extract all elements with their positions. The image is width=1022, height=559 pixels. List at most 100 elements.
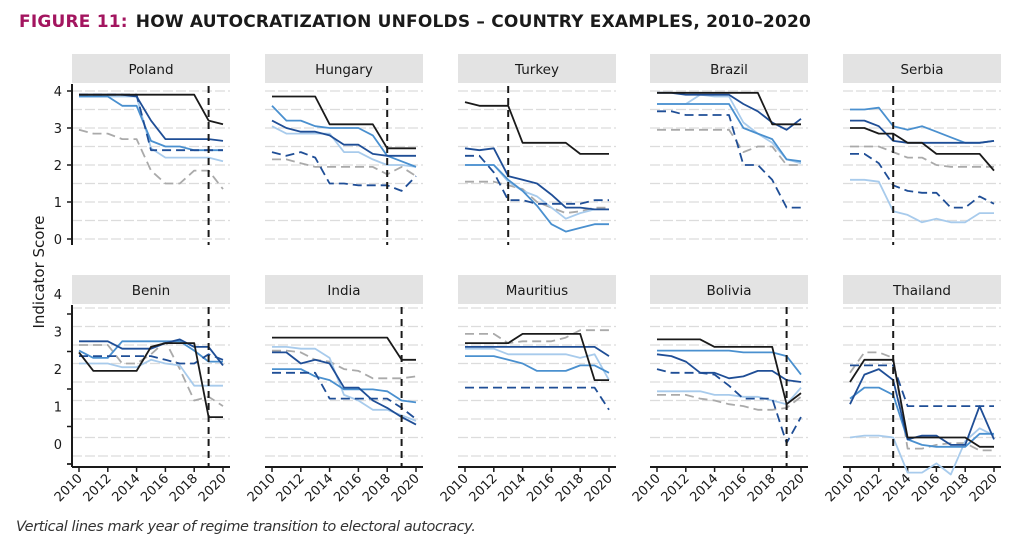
panel-turkey: Turkey [458,54,616,245]
series-line-s6 [465,386,610,411]
series-line-s6 [850,152,995,209]
y-tick-label: 1 [54,196,62,211]
series-line-s1 [272,336,416,361]
x-tick-label: 2020 [389,471,423,505]
panels: Poland 0 1 2 3 4 Hungary Turkey Brazil Serbia Beni… [52,54,1001,505]
x-tick-label: 2010 [438,471,472,505]
panel-hungary: Hungary [265,54,423,245]
series-line-s3 [272,368,417,404]
series-line-s5 [272,158,417,177]
figure-caption: Vertical lines mark year of regime trans… [16,519,476,535]
x-tick-label: 2018 [167,471,201,505]
x-tick-label: 2016 [331,471,365,505]
x-tick-label: 2012 [467,471,501,505]
y-tick-label: 2 [54,159,62,174]
x-tick-label: 2016 [716,471,750,505]
x-tick-label: 2020 [967,471,1001,505]
panel-poland: Poland 0 1 2 3 4 [54,54,230,248]
panel-strip [458,54,616,83]
panel-title: Hungary [315,62,373,78]
series-line-s5 [850,145,994,168]
panel-strip [843,54,1001,83]
series-line-s3 [657,349,802,376]
figure-number: FIGURE 11: [19,12,128,32]
panel-title: India [327,283,360,299]
panel-strip [843,275,1001,304]
series-line-s4 [465,164,609,220]
series-line-s2 [271,119,416,157]
x-tick-label: 2010 [823,471,857,505]
series-line-s1 [464,101,609,155]
series-line-s5 [657,128,801,166]
x-tick-label: 2014 [109,471,143,505]
panel-title: Thailand [892,283,951,299]
series-line-s6 [465,154,609,205]
series-line-s5 [657,393,802,411]
series-line-s3 [465,355,610,374]
series-line-s3 [79,95,223,152]
series-line-s2 [79,338,224,366]
x-tick-label: 2014 [302,471,336,505]
series-line-s4 [79,358,223,387]
y-tick-label: 3 [54,122,62,137]
x-tick-label: 2018 [938,471,972,505]
x-tick-label: 2016 [524,471,558,505]
panel-title: Mauritius [506,283,568,299]
panel-brazil: Brazil [650,54,808,240]
panel-strip [265,54,423,83]
x-tick-label: 2012 [81,471,115,505]
y-tick-label: 4 [54,85,62,100]
x-tick-label: 2014 [495,471,529,505]
series-line-s1 [465,332,609,382]
series-line-s6 [79,93,223,152]
series-line-s3 [78,340,223,363]
panel-title: Serbia [900,62,943,78]
y-tick-label: 2 [54,363,62,378]
panel-serbia: Serbia [843,54,1001,245]
y-axis-label: Indicator Score [30,215,48,328]
panel-title: Benin [132,283,170,299]
series-line-s1 [850,127,995,172]
series-line-s3 [849,386,994,448]
series-line-s3 [657,103,802,163]
series-line-s4 [271,125,417,168]
panel-strip [265,275,423,304]
x-tick-label: 2012 [852,471,886,505]
panel-title: Poland [128,62,173,78]
panel-title: Bolivia [706,283,751,299]
x-tick-label: 2018 [745,471,779,505]
series-line-s6 [272,371,417,420]
x-tick-label: 2020 [582,471,616,505]
panel-strip [650,54,808,83]
series-line-s3 [271,105,417,168]
panel-strip [650,275,808,304]
series-line-s1 [657,338,802,406]
y-tick-label: 3 [54,326,62,341]
panel-strip [72,275,230,304]
series-line-s3 [465,164,609,233]
x-tick-label: 2016 [138,471,172,505]
series-line-s5 [465,329,609,345]
series-line-s6 [850,364,994,408]
series-line-s1 [657,91,801,126]
series-line-s4 [657,387,802,406]
series-line-s1 [79,93,224,126]
series-line-s4 [850,178,994,224]
panel-title: Brazil [710,62,748,78]
panel-strip [458,275,616,304]
y-tick-label: 4 [54,288,62,303]
series-line-s2 [272,351,417,426]
y-tick-label: 0 [54,233,62,248]
series-line-s5 [849,351,994,452]
series-line-s1 [849,358,994,448]
series-line-s3 [850,106,995,144]
series-line-s2 [656,353,802,383]
panel-strip [72,54,230,83]
series-line-s1 [272,95,416,150]
y-tick-label: 1 [54,401,62,416]
series-line-s6 [271,151,417,192]
